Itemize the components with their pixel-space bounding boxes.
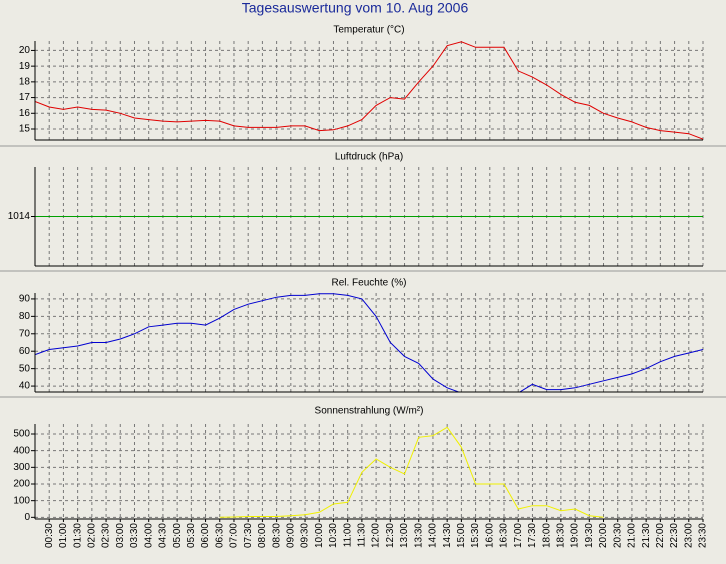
y-tick-label: 100 bbox=[13, 495, 30, 506]
x-tick-label: 11:30 bbox=[357, 523, 368, 548]
x-tick-label: 23:00 bbox=[683, 523, 694, 548]
x-tick-label: 18:00 bbox=[541, 523, 552, 548]
y-tick-label: 15 bbox=[19, 124, 31, 135]
x-tick-label: 04:30 bbox=[158, 523, 169, 548]
x-tick-label: 06:00 bbox=[200, 523, 211, 548]
x-tick-label: 09:00 bbox=[285, 523, 296, 548]
x-tick-label: 05:00 bbox=[172, 523, 183, 548]
y-tick-label: 40 bbox=[19, 381, 31, 392]
y-tick-label: 19 bbox=[19, 61, 31, 72]
x-tick-label: 08:00 bbox=[257, 523, 268, 548]
x-tick-label: 21:00 bbox=[627, 523, 638, 548]
chart-title: Sonnenstrahlung (W/m²) bbox=[315, 406, 424, 417]
x-tick-label: 05:30 bbox=[186, 523, 197, 548]
plot bbox=[35, 293, 703, 392]
x-tick-label: 22:00 bbox=[655, 523, 666, 548]
x-tick-label: 02:00 bbox=[86, 523, 97, 548]
y-tick-label: 0 bbox=[24, 512, 30, 523]
x-tick-label: 07:30 bbox=[243, 523, 254, 548]
x-tick-label: 17:00 bbox=[513, 523, 524, 548]
x-tick-label: 01:30 bbox=[72, 523, 83, 548]
x-tick-label: 10:00 bbox=[314, 523, 325, 548]
x-tick-label: 13:00 bbox=[399, 523, 410, 548]
y-tick-label: 90 bbox=[19, 294, 31, 305]
y-tick-label: 500 bbox=[13, 429, 30, 440]
x-tick-label: 06:30 bbox=[214, 523, 225, 548]
plot bbox=[35, 41, 703, 140]
y-tick-label: 50 bbox=[19, 363, 31, 374]
x-tick-label: 14:30 bbox=[442, 523, 453, 548]
x-tick-label: 09:30 bbox=[300, 523, 311, 548]
x-tick-label: 21:30 bbox=[641, 523, 652, 548]
y-tick-label: 200 bbox=[13, 479, 30, 490]
chart-title: Luftdruck (hPa) bbox=[335, 152, 403, 163]
y-tick-label: 20 bbox=[19, 45, 31, 56]
x-tick-label: 18:30 bbox=[556, 523, 567, 548]
x-tick-label: 20:00 bbox=[598, 523, 609, 548]
page-title: Tagesauswertung vom 10. Aug 2006 bbox=[242, 0, 469, 16]
y-tick-label: 80 bbox=[19, 311, 31, 322]
x-tick-label: 20:30 bbox=[612, 523, 623, 548]
x-tick-label: 12:30 bbox=[385, 523, 396, 548]
x-tick-label: 17:30 bbox=[527, 523, 538, 548]
x-tick-label: 14:00 bbox=[428, 523, 439, 548]
x-tick-label: 16:30 bbox=[499, 523, 510, 548]
y-tick-label: 300 bbox=[13, 462, 30, 473]
x-tick-label: 23:30 bbox=[698, 523, 709, 548]
x-tick-label: 10:30 bbox=[328, 523, 339, 548]
x-tick-label: 16:00 bbox=[484, 523, 495, 548]
x-tick-label: 11:00 bbox=[342, 523, 353, 548]
x-tick-label: 08:30 bbox=[271, 523, 282, 548]
x-tick-label: 00:30 bbox=[44, 523, 55, 548]
x-tick-label: 22:30 bbox=[669, 523, 680, 548]
data-line bbox=[219, 426, 604, 518]
x-tick-label: 04:00 bbox=[143, 523, 154, 548]
data-line bbox=[35, 41, 703, 140]
y-tick-label: 400 bbox=[13, 445, 30, 456]
y-tick-label: 17 bbox=[19, 92, 31, 103]
x-tick-label: 01:00 bbox=[58, 523, 69, 548]
x-tick-label: 15:00 bbox=[456, 523, 467, 548]
x-tick-label: 19:00 bbox=[570, 523, 581, 548]
chart-title: Rel. Feuchte (%) bbox=[331, 278, 406, 289]
x-tick-label: 19:30 bbox=[584, 523, 595, 548]
y-tick-label: 70 bbox=[19, 328, 31, 339]
x-tick-label: 13:30 bbox=[413, 523, 424, 548]
x-tick-label: 03:30 bbox=[129, 523, 140, 548]
plot bbox=[219, 426, 604, 518]
y-tick-label: 1014 bbox=[8, 211, 31, 222]
data-line bbox=[35, 293, 703, 392]
x-tick-label: 02:30 bbox=[101, 523, 112, 548]
x-tick-label: 15:30 bbox=[470, 523, 481, 548]
x-tick-label: 07:00 bbox=[229, 523, 240, 548]
x-tick-label: 12:00 bbox=[371, 523, 382, 548]
chart-title: Temperatur (°C) bbox=[333, 25, 404, 36]
y-tick-label: 60 bbox=[19, 346, 31, 357]
y-tick-label: 16 bbox=[19, 108, 31, 119]
y-tick-label: 18 bbox=[19, 76, 31, 87]
x-tick-label: 03:00 bbox=[115, 523, 126, 548]
